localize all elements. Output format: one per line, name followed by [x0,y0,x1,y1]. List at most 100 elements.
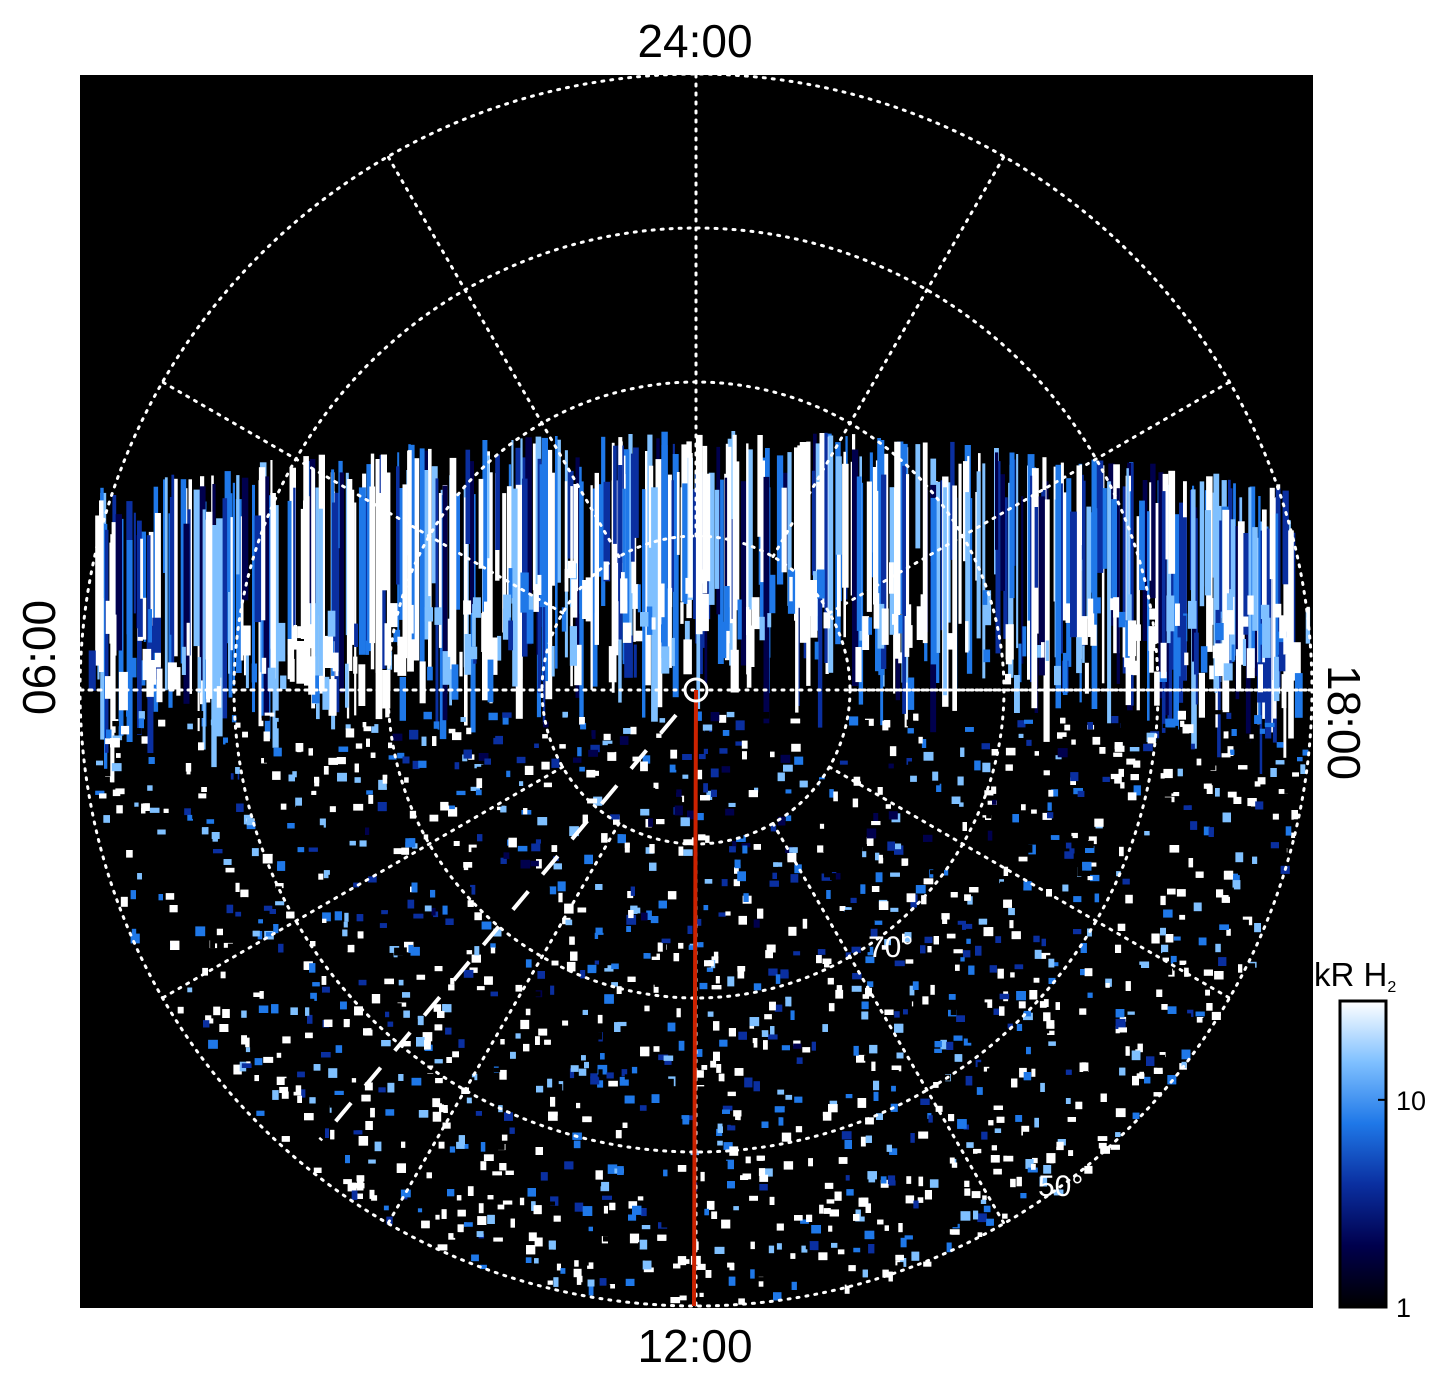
emission-cell [558,892,563,903]
emission-cell [1073,929,1082,935]
emission-cell [368,794,374,804]
emission-cell [1041,938,1046,947]
emission-cell [448,984,455,991]
emission-cell [727,1181,735,1189]
emission-cell [778,1117,784,1126]
emission-cell [867,1171,877,1180]
emission-cell [575,934,580,941]
emission-cell [938,1080,943,1090]
emission-cell [353,1130,363,1135]
emission-streak [1213,473,1220,690]
emission-cell [725,911,731,916]
emission-cell [1010,1193,1018,1201]
emission-band-cell [472,604,476,647]
emission-cell [397,955,404,961]
emission-band-cell [327,610,336,637]
emission-band-cell [424,607,433,622]
emission-cell [1171,792,1180,797]
emission-cell [213,1006,221,1016]
emission-cell [866,828,877,839]
emission-cell [470,786,480,791]
emission-cell [867,981,874,988]
emission-cell [448,728,456,734]
emission-streak [601,436,606,606]
emission-cell [793,1043,802,1049]
emission-cell [368,853,373,862]
emission-cell [253,717,258,725]
emission-cell [359,1025,368,1031]
emission-cell [1111,844,1120,852]
emission-cell [993,1008,999,1015]
emission-cell [822,1024,828,1032]
emission-cell [284,1078,292,1086]
emission-cell [653,984,659,993]
emission-cell [991,749,999,756]
emission-cell [849,1113,860,1123]
emission-band-cell [701,593,709,632]
emission-streak [224,471,231,592]
emission-streak [173,478,178,657]
emission-cell [1025,954,1030,962]
emission-cell [966,1142,974,1148]
emission-streak [819,433,827,608]
emission-cell [698,834,706,841]
emission-cell [1187,1009,1194,1017]
emission-cell [398,979,404,986]
emission-cell [865,756,875,762]
emission-band-cell [855,647,862,683]
emission-cell [653,1046,660,1052]
emission-cell [727,1124,736,1131]
emission-cell [971,1191,981,1199]
emission-streak [252,484,255,713]
emission-cell [794,1215,803,1221]
emission-cell [295,805,306,815]
emission-cell [573,1140,581,1149]
emission-cell [547,1280,553,1285]
emission-cell [312,982,320,987]
emission-cell [1179,914,1186,920]
emission-cell [894,880,902,887]
emission-cell [1299,783,1309,790]
emission-band-cell [442,651,451,685]
emission-cell [719,1199,725,1209]
emission-cell [857,1098,867,1108]
emission-cell [1160,927,1166,936]
emission-band-cell [242,625,251,656]
emission-cell [784,778,791,785]
emission-streak [202,509,206,750]
emission-cell [741,740,748,749]
emission-cell [999,750,1009,756]
emission-cell [532,1115,540,1121]
emission-cell [646,910,652,920]
emission-cell [587,798,598,804]
emission-cell [667,891,677,900]
emission-streak [1155,503,1159,644]
emission-cell [907,728,914,734]
emission-cell [474,764,484,769]
emission-streak [1131,462,1134,706]
emission-cell [769,1196,775,1205]
emission-cell [1154,1057,1161,1063]
emission-cell [562,711,568,718]
emission-cell [871,821,881,826]
emission-streak [409,444,415,640]
emission-cell [279,1086,289,1093]
emission-cell [332,903,342,908]
emission-streak [148,531,154,626]
emission-cell [577,907,587,913]
emission-cell [767,746,777,752]
emission-band-cell [814,641,819,660]
emission-streak [232,482,235,686]
emission-cell [1125,1046,1130,1056]
emission-cell [903,1009,908,1015]
emission-cell [1232,875,1240,884]
emission-band-cell [571,579,578,618]
emission-cell [1115,1018,1126,1029]
emission-cell [701,1065,708,1070]
emission-cell [1084,1165,1093,1174]
emission-cell [131,928,137,937]
emission-cell [147,785,153,791]
emission-cell [962,1177,970,1184]
emission-cell [639,1111,648,1119]
emission-streak [347,479,353,671]
